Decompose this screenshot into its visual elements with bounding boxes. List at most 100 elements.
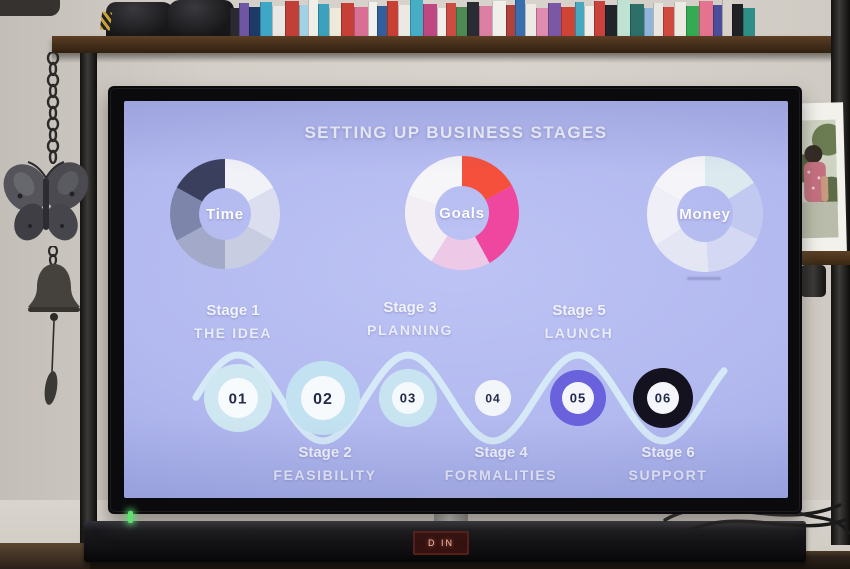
donut-segment: [247, 187, 280, 241]
stage-number: 01: [229, 390, 248, 407]
stage-number: 03: [400, 391, 416, 406]
dvd-spine: [699, 1, 713, 38]
dvd-spine: [230, 8, 239, 38]
stage-number: 05: [570, 391, 586, 406]
donut-segment: [407, 156, 463, 206]
stage-number: 06: [655, 391, 671, 406]
donut-segment: [170, 187, 203, 241]
dvd-spine: [506, 5, 515, 38]
donut-segment: [656, 228, 709, 272]
dvd-spine: [354, 7, 368, 38]
stage-circle: [647, 382, 679, 414]
dvd-spine: [686, 6, 699, 38]
wooden-shelf: [52, 36, 850, 53]
shelf-pipe-left: [80, 53, 97, 553]
shelf-pipe-right: [831, 0, 850, 545]
dvd-spine: [410, 0, 423, 38]
bell-ornament: [28, 264, 80, 405]
dvd-spine: [525, 4, 536, 38]
dark-bag: [168, 0, 234, 38]
dvd-spine: [617, 0, 630, 38]
stage-4-label: Stage 4 FORMALITIES: [444, 444, 558, 483]
dvd-spine: [456, 7, 467, 38]
donut-label-goals: Goals: [439, 204, 485, 222]
dvd-spine: [663, 7, 674, 38]
dvd-spine: [398, 5, 410, 38]
chain: [46, 52, 60, 164]
donut-segment: [224, 225, 274, 269]
stage-2-label: Stage 2 FEASIBILITY: [273, 444, 377, 483]
donut-segment: [176, 225, 226, 269]
picture-frame: [785, 102, 847, 256]
donut-label-money: Money: [679, 205, 731, 223]
donut-svg: [170, 159, 280, 269]
dvd-spine: [341, 3, 354, 38]
donut-segment: [461, 156, 512, 201]
dvd-spine: [272, 6, 285, 38]
stage-6-label: Stage 6 SUPPORT: [628, 444, 708, 483]
dvd-spine: [653, 3, 663, 38]
dvd-spine: [467, 2, 479, 38]
dvd-spine: [630, 4, 644, 38]
donut-segment: [474, 185, 519, 263]
dvd-spine: [548, 3, 561, 38]
dvd-spine: [318, 4, 329, 38]
donut-segment: [405, 195, 449, 262]
donut-segment: [224, 159, 274, 203]
soundbar-display-text: D IN: [428, 538, 454, 548]
dark-bag: [106, 2, 176, 38]
donut-segment: [705, 225, 758, 272]
dvd-spine: [713, 5, 722, 38]
dvd-spine: [722, 0, 732, 38]
butterfly-ornament: [3, 161, 89, 241]
stage-1-label: Stage 1 THE IDEA: [193, 302, 273, 341]
dvd-spine: [644, 8, 653, 38]
slide-title: SETTING UP BUSINESS STAGES: [304, 123, 608, 142]
dvd-collection: [230, 0, 834, 38]
dvd-spine: [515, 0, 525, 38]
dvd-spine: [437, 8, 446, 38]
dvd-spine: [561, 7, 575, 38]
stage-circle: [218, 378, 258, 418]
stage-circle: [562, 382, 594, 414]
stage-number: 04: [485, 391, 500, 405]
donut-chart-time: Time: [170, 159, 280, 269]
donut-chart-goals: Goals: [405, 156, 519, 270]
stage-5-label: Stage 5 LAUNCH: [544, 302, 614, 341]
dvd-spine: [377, 6, 387, 38]
donut-segment: [176, 159, 226, 203]
donut-svg: [647, 156, 763, 272]
soundbar: D IN: [84, 521, 806, 562]
dvd-spine: [584, 6, 594, 38]
dvd-spine: [575, 2, 584, 38]
donut-segment: [647, 186, 682, 246]
dvd-spine: [239, 3, 249, 38]
donut-svg: [405, 156, 519, 270]
tv-cabinet-edge: [0, 543, 90, 569]
dvd-spine: [594, 1, 605, 38]
shelf-shadow: [52, 53, 850, 63]
dvd-spine: [387, 1, 398, 38]
donut-segment: [431, 235, 490, 270]
ceiling-shadow: [0, 0, 60, 16]
side-shelf-bracket: [800, 265, 826, 297]
dvd-spine: [536, 8, 548, 38]
power-led: [128, 511, 133, 523]
dvd-spine: [299, 5, 308, 38]
donut-segment: [654, 156, 706, 202]
stage-number: 02: [313, 391, 333, 408]
stage-circle: [301, 376, 345, 420]
dvd-spine: [249, 7, 260, 38]
tiny-watermark: [687, 277, 721, 280]
tv-screen: SETTING UP BUSINESS STAGES Time Goals Mo…: [124, 101, 788, 498]
soundbar-display: D IN: [413, 531, 469, 555]
framed-photo: [793, 119, 839, 239]
stage-3-label: Stage 3 PLANNING: [367, 299, 453, 338]
dvd-spine: [492, 1, 506, 38]
dvd-spine: [260, 2, 272, 38]
dvd-spine: [368, 2, 377, 38]
dvd-spine: [285, 1, 299, 38]
donut-segment: [728, 182, 763, 239]
donut-segment: [704, 156, 754, 200]
donut-chart-money: Money: [647, 156, 763, 272]
